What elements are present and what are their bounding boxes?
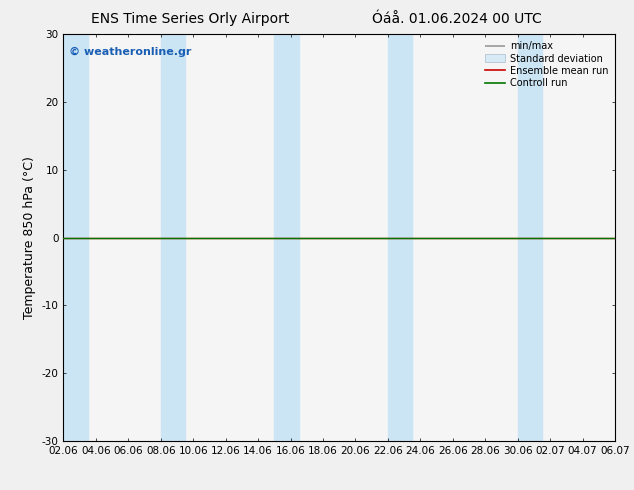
Bar xyxy=(517,34,542,441)
Y-axis label: Temperature 850 hPa (°C): Temperature 850 hPa (°C) xyxy=(23,156,36,319)
Bar xyxy=(388,34,412,441)
Text: © weatheronline.gr: © weatheronline.gr xyxy=(69,47,191,56)
Text: ENS Time Series Orly Airport: ENS Time Series Orly Airport xyxy=(91,12,289,26)
Bar xyxy=(63,34,87,441)
Bar xyxy=(275,34,299,441)
Text: Óáå. 01.06.2024 00 UTC: Óáå. 01.06.2024 00 UTC xyxy=(372,12,541,26)
Legend: min/max, Standard deviation, Ensemble mean run, Controll run: min/max, Standard deviation, Ensemble me… xyxy=(483,39,610,90)
Bar xyxy=(161,34,185,441)
